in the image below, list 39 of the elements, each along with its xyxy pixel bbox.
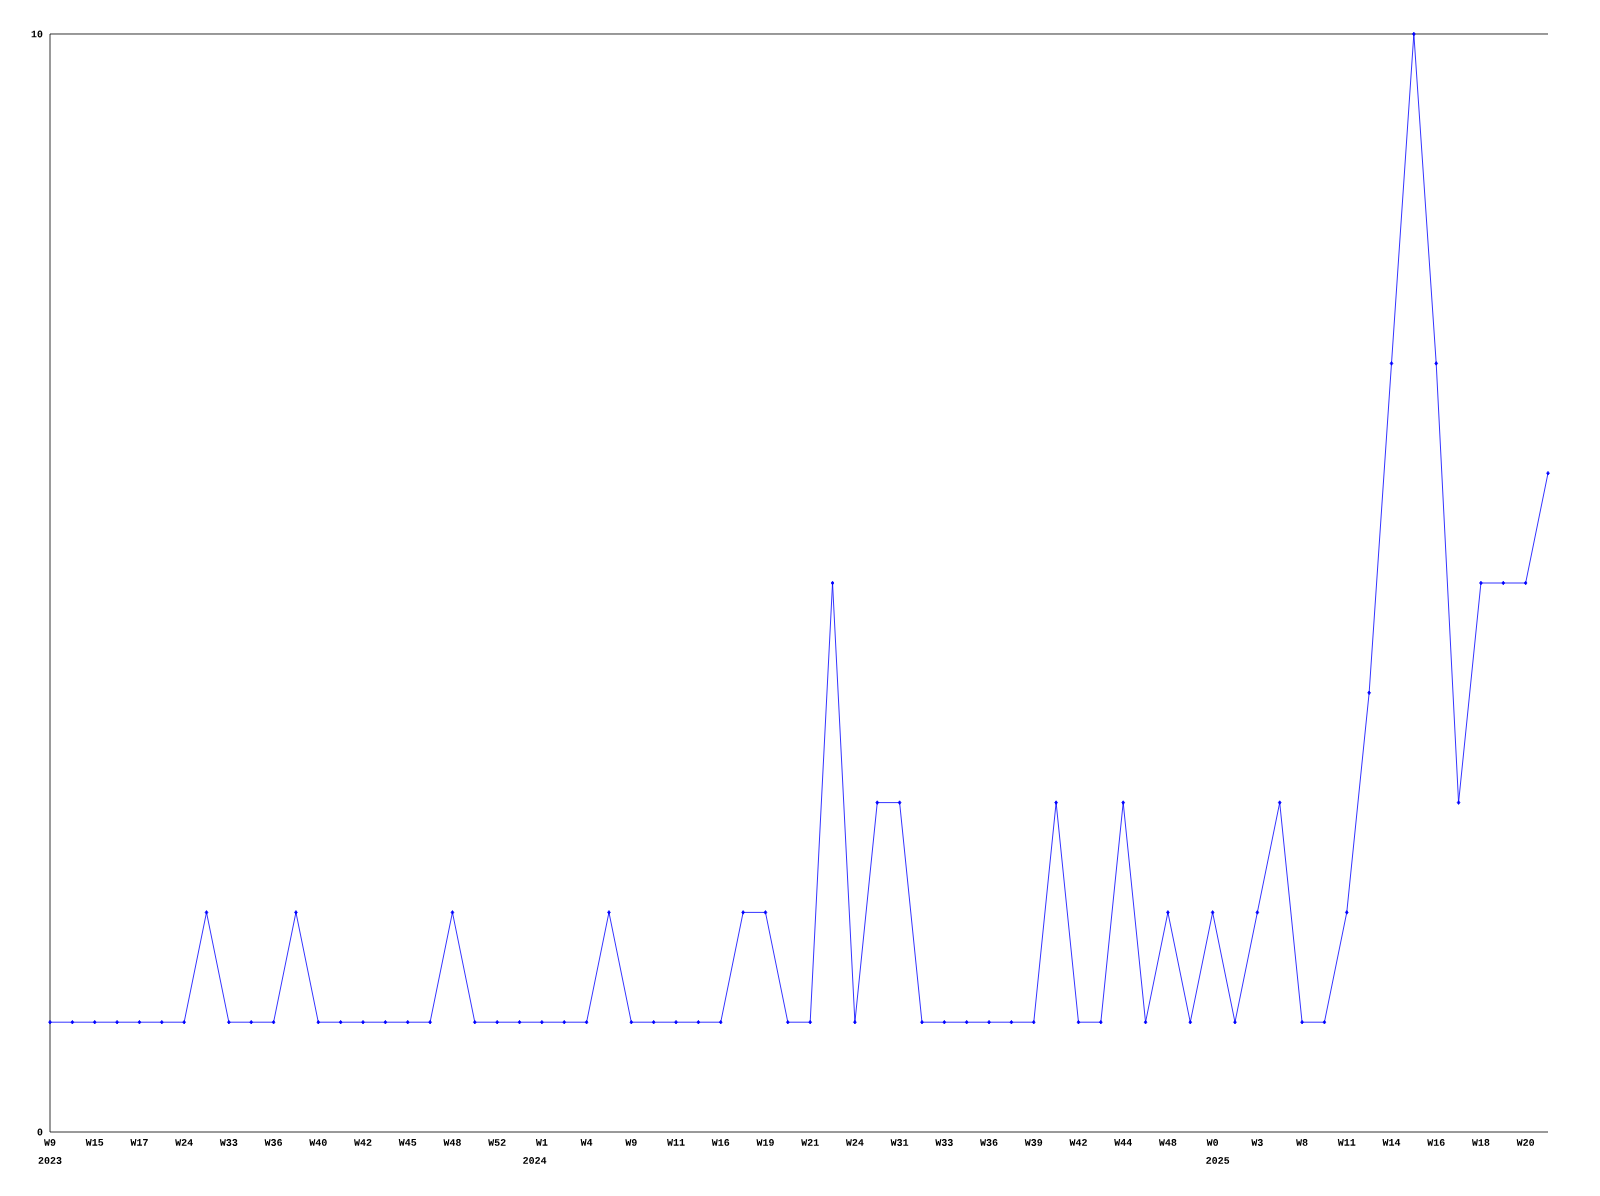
text: 2025 <box>1206 1157 1230 1164</box>
text: 2024 <box>523 1157 547 1164</box>
x-tick-label: W45 <box>398 1139 417 1146</box>
x-tick-label: W48 <box>443 1139 461 1146</box>
x-tick-label: W17 <box>130 1139 148 1146</box>
x-tick-label: W14 <box>1382 1139 1401 1146</box>
x-tick-label: W24 <box>175 1139 193 1146</box>
x-tick-label: W48 <box>1158 1139 1177 1146</box>
x-tick-label: W20 <box>1516 1139 1535 1146</box>
x-tick-label: W40 <box>309 1139 327 1146</box>
x-tick-label: W4 <box>580 1139 593 1146</box>
x-tick-label: W33 <box>219 1139 238 1146</box>
x-tick-label: W19 <box>756 1139 774 1146</box>
x-tick-label: W39 <box>1024 1139 1043 1146</box>
x-tick-label: W11 <box>667 1139 685 1146</box>
x-tick-label: W9 <box>625 1139 637 1146</box>
y-tick-label: 10 <box>31 30 43 38</box>
x-tick-label: W15 <box>85 1139 104 1146</box>
x-tick-label: W11 <box>1337 1139 1356 1146</box>
x-tick-label: W0 <box>1206 1139 1219 1146</box>
x-tick-label: W18 <box>1471 1139 1490 1146</box>
x-tick-label: W36 <box>980 1139 998 1146</box>
x-tick-label: W16 <box>1427 1139 1445 1146</box>
y-tick-label: 0 <box>37 1128 43 1136</box>
x-tick-label: W9 <box>44 1139 56 1146</box>
x-tick-label: W33 <box>935 1139 953 1146</box>
x-tick-label: W42 <box>1069 1139 1087 1146</box>
x-tick-label: W3 <box>1251 1139 1263 1146</box>
x-tick-label: W52 <box>488 1139 506 1146</box>
x-tick-label: W1 <box>535 1139 548 1146</box>
x-tick-label: W36 <box>264 1139 283 1146</box>
x-tick-label: W44 <box>1114 1139 1132 1146</box>
x-tick-label: W24 <box>845 1139 864 1146</box>
x-tick-label: W8 <box>1296 1139 1308 1146</box>
x-tick-label: W31 <box>890 1139 909 1146</box>
x-tick-label: W16 <box>711 1139 730 1146</box>
text: 2023 <box>38 1157 62 1164</box>
x-tick-label: W21 <box>801 1139 819 1146</box>
x-tick-label: W42 <box>354 1139 372 1146</box>
